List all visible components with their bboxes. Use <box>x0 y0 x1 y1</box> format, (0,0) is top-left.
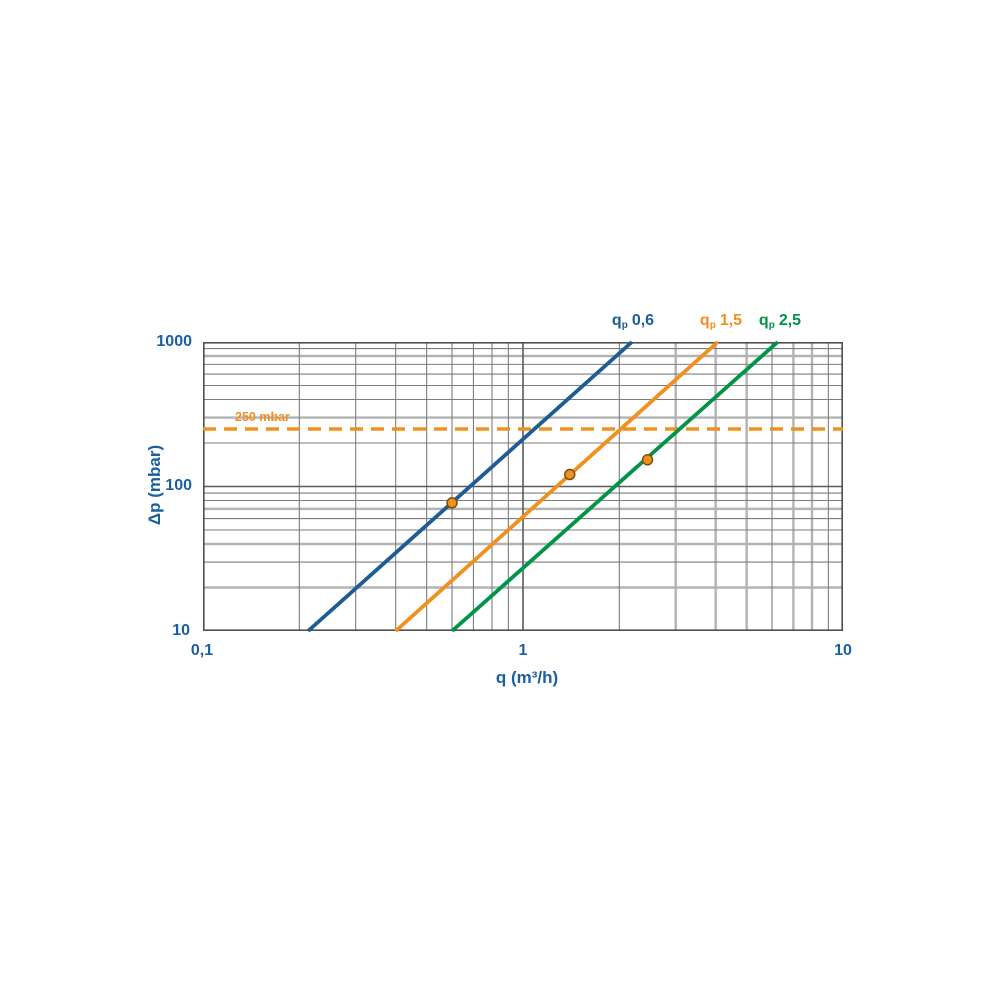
legend-value: 2,5 <box>778 312 802 329</box>
legend-sub: p <box>621 320 628 331</box>
x-tick-0-1: 0,1 <box>190 642 214 659</box>
series-label-qp-2-5: qp 2,5 <box>758 312 802 331</box>
legend-base: q <box>758 312 769 329</box>
series-label-qp-0-6: qp 0,6 <box>611 312 655 331</box>
legend-sub: p <box>768 320 775 331</box>
y-tick-100: 100 <box>165 477 192 494</box>
x-axis-title: q (m³/h) <box>495 668 559 687</box>
plot-area <box>203 340 844 633</box>
y-tick-10: 10 <box>172 622 190 639</box>
legend-value: 1,5 <box>719 312 743 329</box>
y-tick-1000: 1000 <box>156 333 192 350</box>
x-tick-10: 10 <box>834 642 852 659</box>
x-tick-1: 1 <box>518 642 528 659</box>
legend-value: 0,6 <box>631 312 655 329</box>
reference-line-label: 250 mbar <box>235 410 290 424</box>
legend-sub: p <box>709 320 716 331</box>
y-axis-title: Δp (mbar) <box>145 444 164 526</box>
legend-base: q <box>699 312 710 329</box>
legend-base: q <box>611 312 622 329</box>
series-label-qp-1-5: qp 1,5 <box>699 312 743 331</box>
